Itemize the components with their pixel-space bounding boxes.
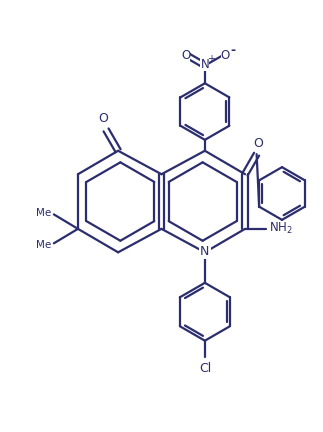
Text: N: N xyxy=(200,245,210,258)
Text: Cl: Cl xyxy=(199,362,211,375)
Text: O: O xyxy=(221,49,230,62)
Text: NH$_2$: NH$_2$ xyxy=(268,221,292,236)
Text: Me: Me xyxy=(36,208,51,218)
Text: N: N xyxy=(201,58,209,71)
Text: +: + xyxy=(207,54,215,64)
Text: -: - xyxy=(230,44,235,57)
Text: Me: Me xyxy=(36,240,51,250)
Text: O: O xyxy=(253,137,263,150)
Text: O: O xyxy=(181,50,190,63)
Text: O: O xyxy=(99,112,109,125)
